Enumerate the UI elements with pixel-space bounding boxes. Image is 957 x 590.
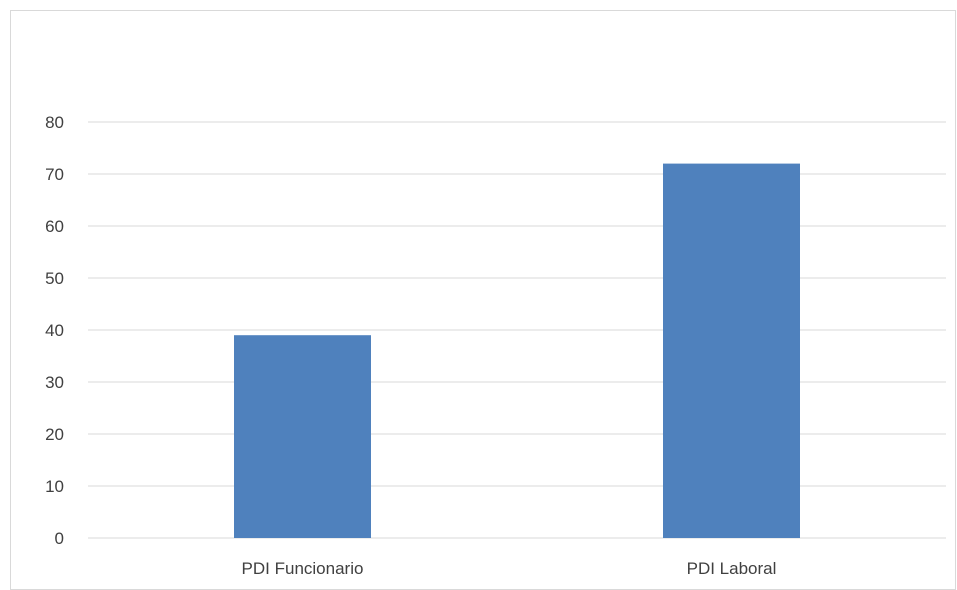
y-tick-label: 20 bbox=[45, 425, 64, 444]
y-tick-label: 40 bbox=[45, 321, 64, 340]
y-tick-label: 50 bbox=[45, 269, 64, 288]
y-tick-label: 80 bbox=[45, 113, 64, 132]
y-tick-label: 70 bbox=[45, 165, 64, 184]
bar bbox=[234, 335, 371, 538]
y-tick-label: 0 bbox=[55, 529, 64, 548]
y-tick-label: 60 bbox=[45, 217, 64, 236]
gridlines bbox=[88, 121, 946, 539]
bar bbox=[663, 163, 800, 538]
bar-chart: 0 10 20 30 40 50 60 70 80 PDI Funcionario PDI Lab… bbox=[45, 113, 946, 578]
y-tick-label: 10 bbox=[45, 477, 64, 496]
x-category-label: PDI Funcionario bbox=[242, 559, 364, 578]
x-axis-category-labels: PDI Funcionario PDI Laboral bbox=[242, 559, 777, 578]
y-tick-label: 30 bbox=[45, 373, 64, 392]
y-axis-tick-labels: 0 10 20 30 40 50 60 70 80 bbox=[45, 113, 64, 548]
x-category-label: PDI Laboral bbox=[687, 559, 777, 578]
bars bbox=[234, 163, 800, 538]
